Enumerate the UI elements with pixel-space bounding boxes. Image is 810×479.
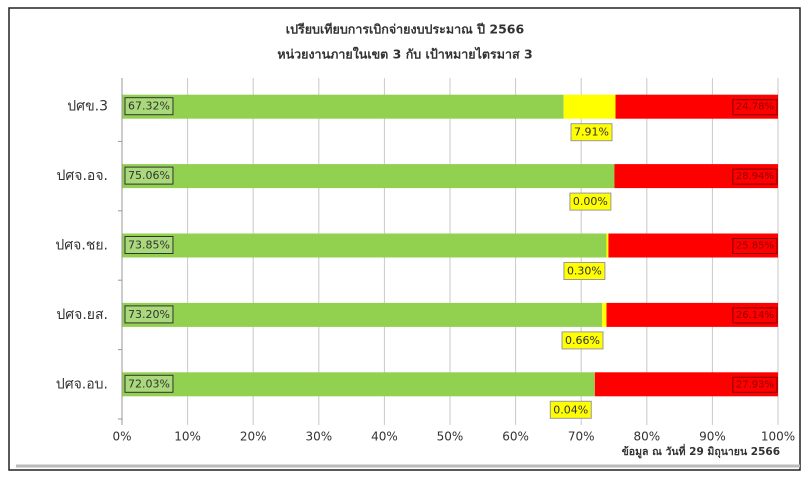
- x-tick-label: 40%: [371, 430, 398, 444]
- data-label-box: [563, 262, 606, 280]
- chart-subtitle: หน่วยงานภายในเขต 3 กับ เป้าหมายไตรมาส 3: [277, 47, 532, 62]
- bar-segment: [563, 94, 616, 119]
- data-label-box: [124, 374, 174, 393]
- data-label: 75.06%: [128, 169, 170, 182]
- bar-segment: [606, 233, 609, 258]
- x-tick-label: 0%: [112, 430, 131, 444]
- bar-segment: [122, 94, 564, 119]
- data-label: 73.85%: [128, 239, 170, 252]
- data-label-box: [732, 238, 778, 254]
- data-label-box: [732, 307, 778, 324]
- data-label: 0.66%: [565, 334, 600, 347]
- y-tick-label: ปศจ.อจ.: [57, 168, 109, 184]
- x-tick-label: 20%: [240, 430, 267, 444]
- data-label: 0.04%: [553, 403, 588, 416]
- data-label: 26.14%: [736, 310, 774, 321]
- data-label: 73.20%: [128, 308, 170, 321]
- x-tick-label: 60%: [502, 430, 529, 444]
- bar-segment: [122, 302, 603, 327]
- data-label-box: [124, 305, 174, 324]
- data-label-box: [124, 97, 174, 116]
- bar-segment: [602, 302, 607, 327]
- data-label-box: [732, 168, 778, 185]
- data-label: 24.78%: [736, 102, 774, 113]
- x-tick-label: 30%: [305, 430, 332, 444]
- data-label: 25.85%: [736, 241, 774, 252]
- data-label-box: [561, 331, 604, 350]
- x-tick-label: 80%: [633, 430, 660, 444]
- data-label: 72.03%: [128, 377, 170, 390]
- y-tick-label: ปศจ.ชย.: [55, 238, 108, 254]
- data-label-box: [569, 192, 612, 211]
- x-tick-label: 50%: [437, 430, 464, 444]
- y-tick-label: ปศจ.ยส.: [56, 307, 108, 323]
- data-label-box: [124, 166, 174, 185]
- data-label: 67.32%: [128, 100, 170, 113]
- annotation: ข้อมูล ณ วันที่ 29 มิถุนายน 2566: [622, 443, 780, 459]
- data-label-box: [549, 400, 592, 419]
- bar-segment: [122, 233, 607, 258]
- data-label: 0.30%: [567, 265, 602, 278]
- chart-title: เปรียบเทียบการเบิกจ่ายงบประมาณ ปี 2566: [286, 22, 525, 37]
- data-label-box: [124, 236, 174, 254]
- data-label: 7.91%: [574, 126, 609, 139]
- x-tick-label: 90%: [699, 430, 726, 444]
- y-tick-label: ปศข.3: [67, 99, 108, 115]
- data-label: 27.93%: [736, 379, 774, 390]
- data-label: 0.00%: [573, 195, 608, 208]
- y-tick-label: ปศจ.อบ.: [56, 376, 108, 392]
- data-label: 28.94%: [736, 171, 774, 182]
- bar-segment: [122, 372, 595, 397]
- x-tick-label: 70%: [568, 430, 595, 444]
- x-tick-label: 10%: [174, 430, 201, 444]
- plot-area: [122, 94, 778, 397]
- data-label-box: [732, 99, 778, 116]
- data-label-box: [570, 123, 613, 142]
- data-label-box: [732, 376, 778, 393]
- bar-segment: [122, 164, 615, 189]
- x-tick-label: 100%: [761, 430, 795, 444]
